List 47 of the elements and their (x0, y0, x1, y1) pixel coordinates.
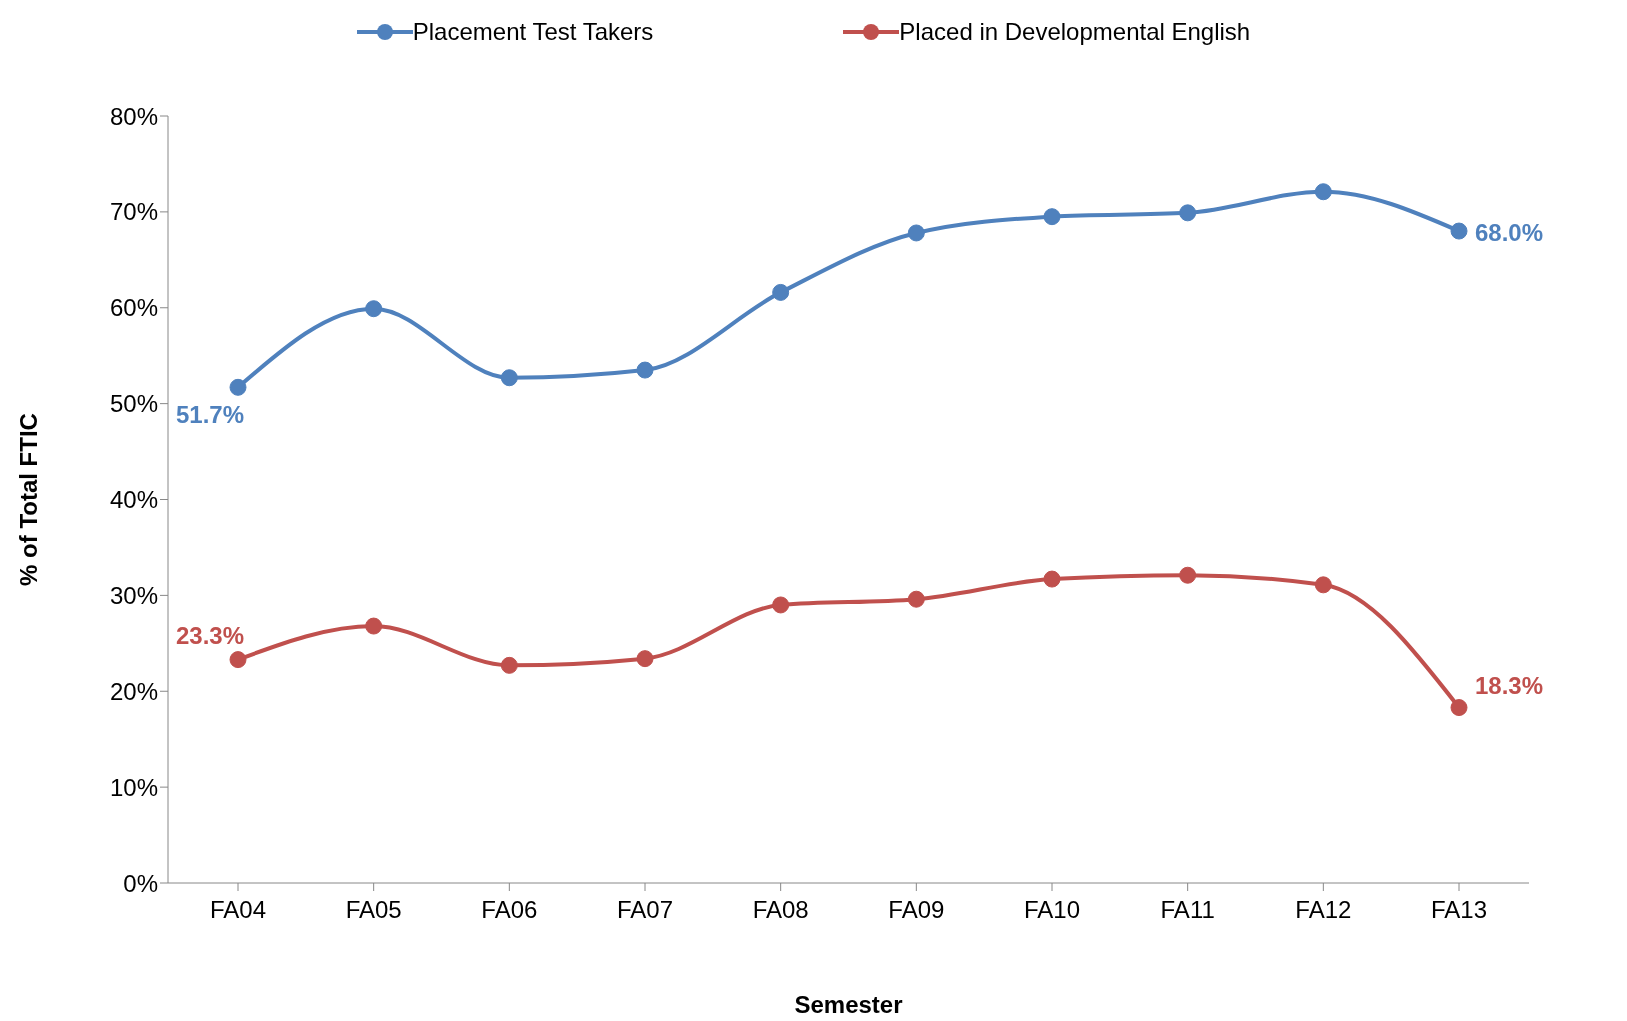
point (772, 283, 790, 301)
point (1450, 222, 1468, 240)
point (1179, 204, 1197, 222)
point (907, 224, 925, 242)
point (1314, 183, 1332, 201)
y-tick-label: 0% (123, 869, 158, 897)
point (772, 596, 790, 614)
point (365, 300, 383, 318)
point (1314, 576, 1332, 594)
legend-label: Placed in Developmental English (899, 18, 1251, 46)
y-tick-label: 20% (109, 677, 158, 705)
x-axis-title: Semester (794, 991, 903, 1018)
x-tick-label: FA04 (209, 896, 267, 924)
y-axis-title: % of Total FTIC (14, 413, 42, 586)
legend-label: Placement Test Takers (412, 18, 654, 46)
data-label: 68.0% (1475, 219, 1544, 247)
x-tick-label: FA05 (345, 896, 402, 924)
x-tick-label: FA10 (1023, 896, 1081, 924)
x-tick-label: FA08 (752, 896, 809, 924)
point (500, 369, 518, 387)
data-label: 23.3% (176, 621, 245, 649)
point (229, 651, 247, 669)
x-tick-label: FA12 (1295, 896, 1352, 924)
y-tick-label: 60% (109, 294, 158, 322)
y-tick-label: 10% (109, 773, 158, 801)
data-label: 51.7% (176, 401, 245, 429)
x-tick-label: FA06 (481, 896, 538, 924)
point (636, 650, 654, 668)
y-tick-label: 70% (109, 198, 158, 226)
point (1450, 699, 1468, 717)
data-label: 18.3% (1475, 671, 1544, 699)
y-tick-label: 50% (109, 390, 158, 418)
point (1179, 566, 1197, 584)
x-tick-label: FA07 (616, 896, 674, 924)
point (636, 361, 654, 379)
point (907, 590, 925, 608)
point (1043, 208, 1061, 226)
y-tick-label: 40% (109, 486, 158, 514)
x-tick-label: FA13 (1430, 896, 1488, 924)
point (500, 656, 518, 674)
y-tick-label: 30% (109, 581, 158, 609)
point (365, 617, 383, 635)
x-tick-label: FA09 (888, 896, 945, 924)
x-tick-label: FA11 (1160, 896, 1215, 924)
y-tick-label: 80% (109, 102, 158, 130)
point (1043, 570, 1061, 588)
point (229, 378, 247, 396)
